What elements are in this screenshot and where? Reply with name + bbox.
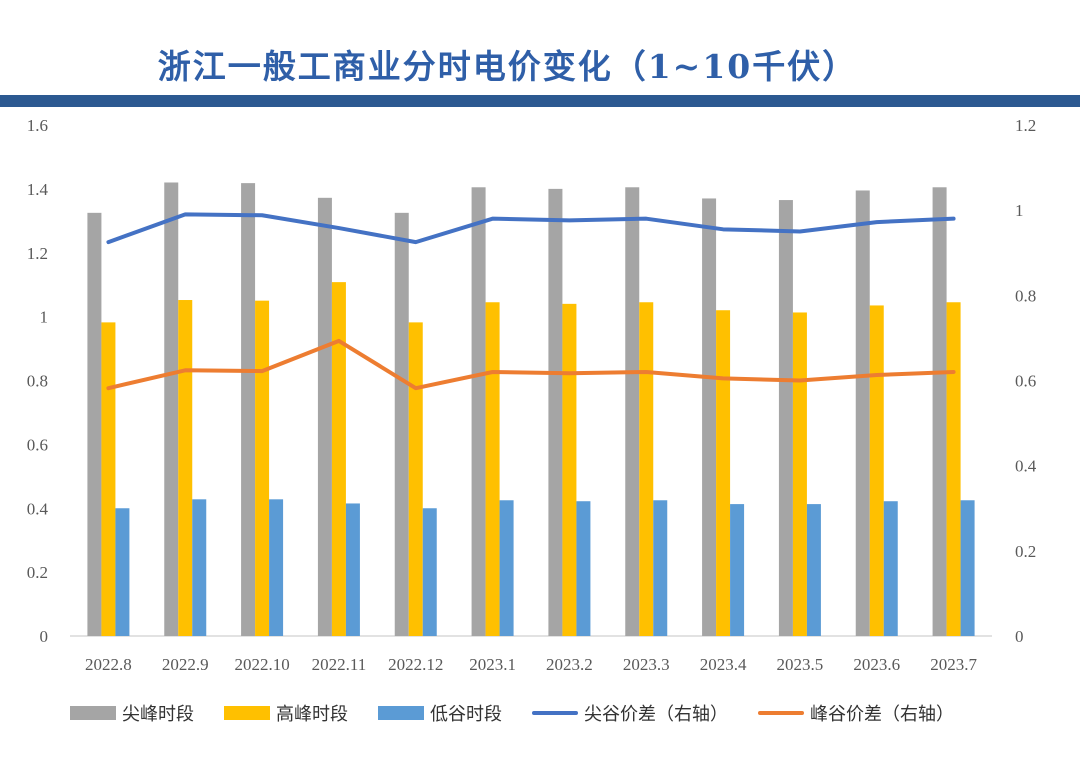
- left-axis-tick: 1: [40, 308, 49, 327]
- bar-peak-top: [702, 198, 717, 637]
- legend-item-peak: 高峰时段: [224, 700, 348, 726]
- bar-peak-top: [778, 200, 793, 636]
- right-axis-tick: 1: [1015, 201, 1024, 220]
- legend-swatch-peak-top: [70, 706, 116, 720]
- line-peak-valley-spread: [106, 338, 956, 391]
- bar-peak-top: [164, 182, 179, 637]
- legend-label-peak-top: 尖峰时段: [122, 704, 194, 725]
- bar-valley: [653, 500, 668, 636]
- legend-swatch-top-valley-spread: [532, 711, 578, 715]
- bar-peak-top: [548, 188, 563, 636]
- bar-peak: [485, 302, 500, 636]
- bar-peak-top: [87, 212, 102, 636]
- bar-peak-top: [855, 190, 870, 637]
- right-axis-tick: 0.8: [1015, 286, 1036, 305]
- legend-label-peak-valley-spread: 峰谷价差（右轴）: [810, 704, 954, 725]
- bar-peak-top: [394, 212, 409, 636]
- right-axis-tick: 1.2: [1015, 116, 1036, 135]
- bar-peak: [639, 302, 654, 636]
- bar-peak-top: [625, 187, 640, 636]
- x-axis-tick: 2023.4: [700, 655, 747, 674]
- bar-peak: [946, 302, 961, 636]
- x-axis-tick: 2023.1: [469, 655, 516, 674]
- bar-peak: [178, 300, 193, 636]
- left-axis-tick: 0.8: [27, 372, 48, 391]
- bar-valley: [269, 499, 284, 636]
- right-axis-tick: 0.4: [1015, 457, 1037, 476]
- bar-valley: [499, 500, 514, 636]
- x-axis-tick: 2023.6: [853, 655, 900, 674]
- left-axis-tick: 0.6: [27, 435, 48, 454]
- chart-area: 0 0.2 0.4 0.6 0.8 1 1.2 1.4 1.6 0 0.2 0.4 0.6 0.8 1 1.2…: [27, 116, 1037, 674]
- bar-peak-top: [241, 183, 256, 636]
- bar-peak: [101, 322, 116, 636]
- bar-peak: [716, 310, 731, 636]
- x-axis-tick: 2023.5: [777, 655, 824, 674]
- legend-label-valley: 低谷时段: [430, 704, 502, 725]
- title-divider-bar: [0, 95, 1080, 107]
- bar-valley: [115, 508, 130, 636]
- bar-peak: [255, 300, 270, 636]
- bar-peak: [408, 322, 423, 636]
- legend: 尖峰时段 高峰时段 低谷时段 尖谷价差（右轴） 峰谷价差（右轴）: [70, 700, 954, 726]
- bar-peak-top: [471, 187, 486, 636]
- bar-peak-top: [932, 187, 947, 636]
- bar-valley: [422, 508, 437, 636]
- legend-item-peak-valley-spread: 峰谷价差（右轴）: [758, 700, 954, 726]
- left-axis-tick: 0: [40, 627, 49, 646]
- bar-peak: [869, 305, 884, 636]
- left-axis-tick: 1.2: [27, 244, 48, 263]
- legend-swatch-peak-valley-spread: [758, 711, 804, 715]
- legend-item-top-valley-spread: 尖谷价差（右轴）: [532, 700, 728, 726]
- left-axis-tick: 0.2: [27, 563, 48, 582]
- x-axis-tick: 2022.10: [234, 655, 289, 674]
- x-axis-tick: 2023.2: [546, 655, 593, 674]
- bar-peak: [792, 312, 807, 636]
- legend-item-valley: 低谷时段: [378, 700, 502, 726]
- right-axis-tick: 0.6: [1015, 372, 1036, 391]
- x-axis-tick: 2023.3: [623, 655, 670, 674]
- left-axis-tick: 0.4: [27, 499, 49, 518]
- left-axis-tick: 1.6: [27, 116, 48, 135]
- bar-peak-top: [317, 197, 332, 636]
- bar-valley: [345, 503, 360, 636]
- chart-title: 浙江一般工商业分时电价变化（1~10千伏）: [157, 47, 858, 86]
- bar-valley: [576, 501, 591, 636]
- bar-valley: [883, 501, 898, 636]
- legend-item-peak-top: 尖峰时段: [70, 700, 194, 726]
- bar-valley: [192, 499, 207, 636]
- bar-peak: [331, 282, 346, 636]
- right-axis-tick: 0: [1015, 627, 1024, 646]
- x-axis-tick: 2022.12: [388, 655, 443, 674]
- line-top-valley-spread: [106, 212, 956, 245]
- bar-valley: [960, 500, 975, 636]
- bar-peak: [562, 303, 577, 636]
- x-axis-tick: 2023.7: [930, 655, 977, 674]
- left-axis-tick: 1.4: [27, 180, 49, 199]
- x-axis-tick: 2022.9: [162, 655, 209, 674]
- legend-swatch-valley: [378, 706, 424, 720]
- bar-valley: [730, 504, 745, 636]
- legend-label-top-valley-spread: 尖谷价差（右轴）: [584, 704, 728, 725]
- legend-label-peak: 高峰时段: [276, 704, 348, 725]
- x-axis-tick: 2022.11: [312, 655, 367, 674]
- right-axis-tick: 0.2: [1015, 542, 1036, 561]
- x-axis-tick: 2022.8: [85, 655, 132, 674]
- legend-swatch-peak: [224, 706, 270, 720]
- bar-valley: [806, 504, 821, 636]
